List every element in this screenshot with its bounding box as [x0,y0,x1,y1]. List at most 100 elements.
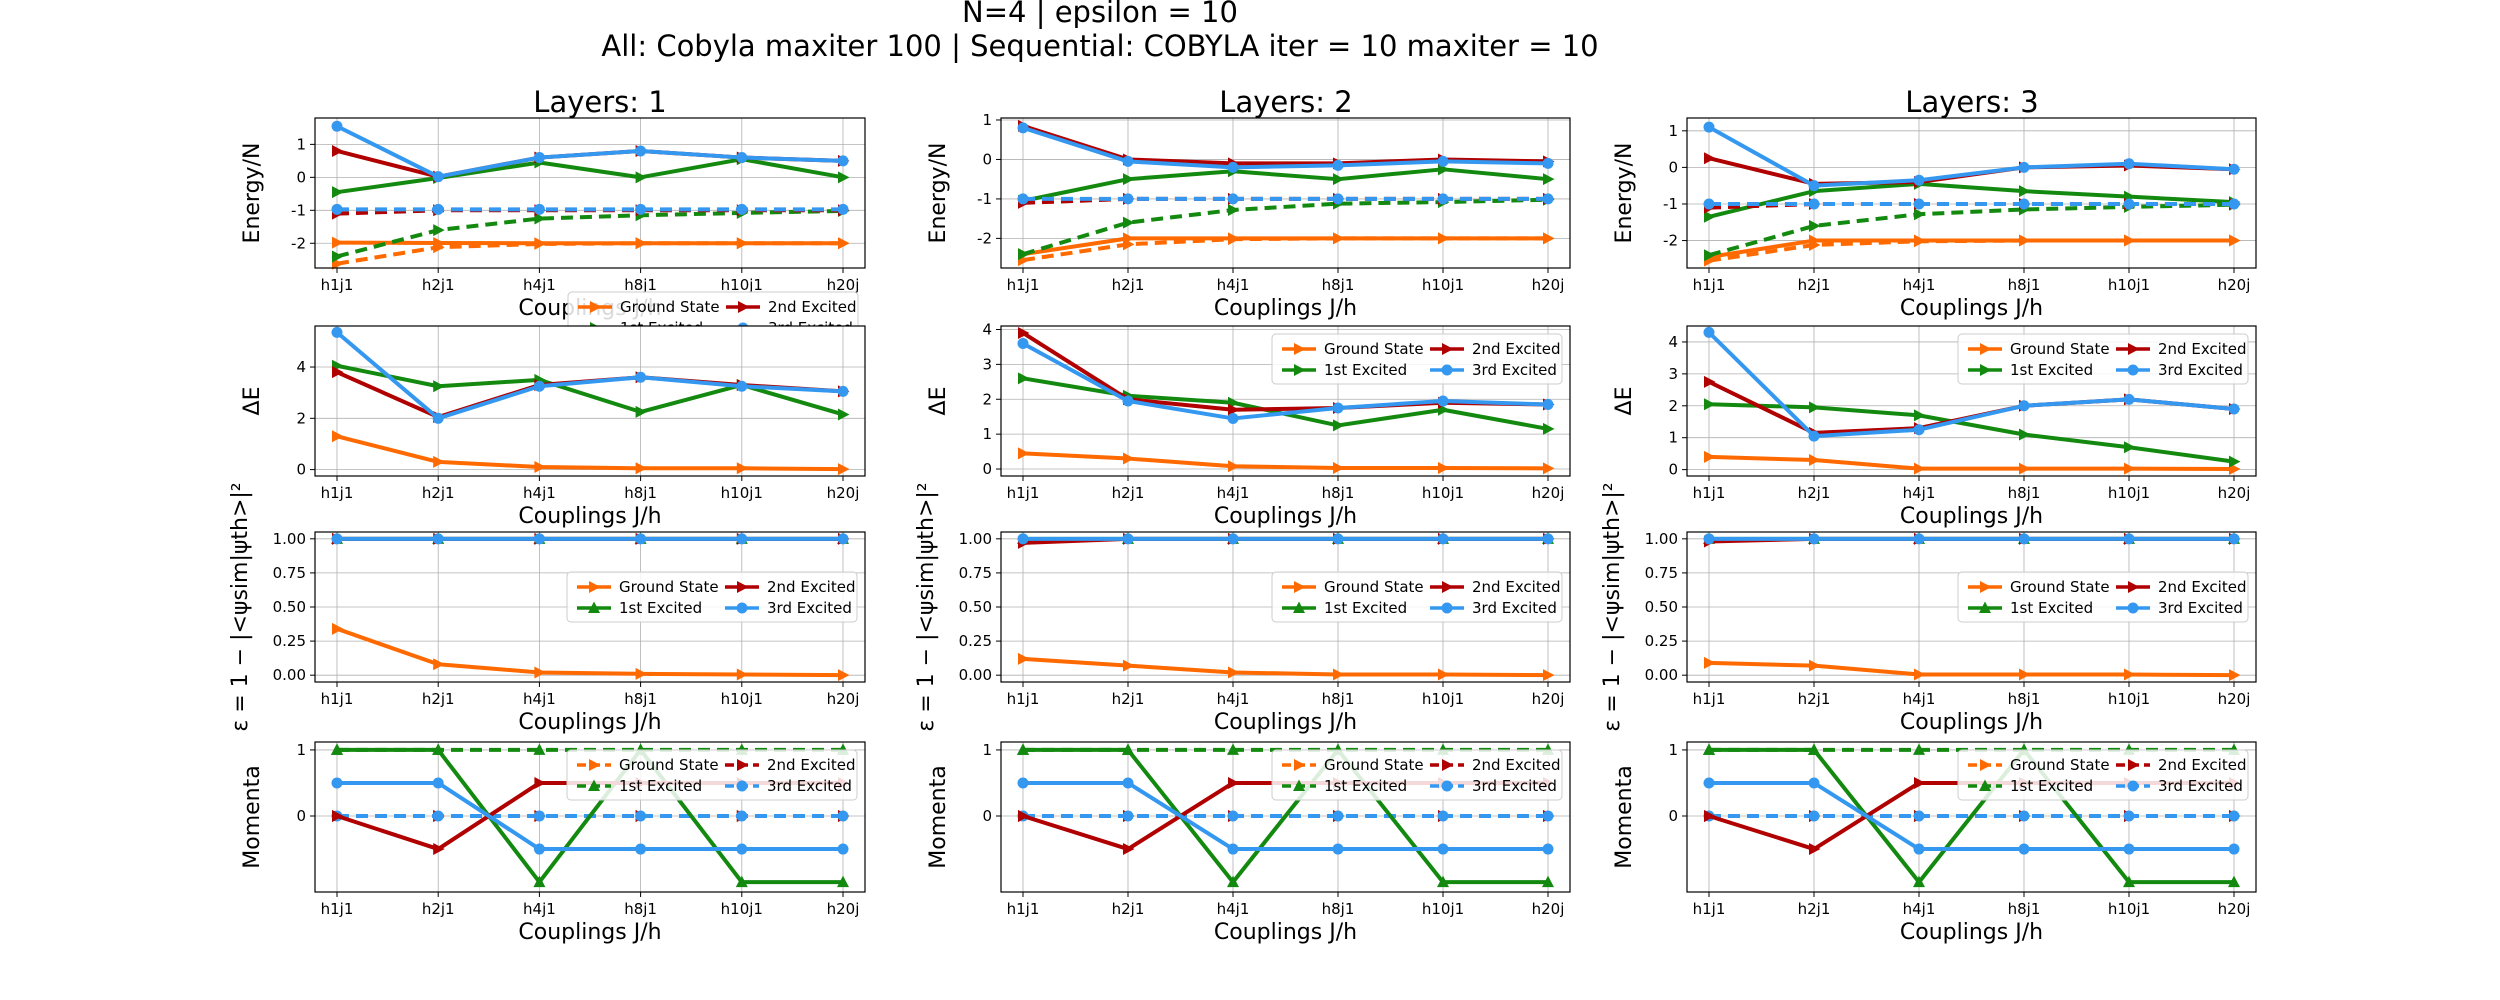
legend-marker [2127,602,2139,614]
series-line [1022,236,1548,263]
data-point [1437,875,1449,888]
legend-marker [737,581,749,593]
data-point [433,455,445,468]
data-point [1123,238,1135,251]
data-point [1018,652,1030,665]
y-ticks: -2 -1 0 1 [291,135,315,252]
x-tick-label: h4j1 [1903,900,1936,918]
series-0 [332,430,850,476]
data-point [1542,398,1554,410]
series-line [337,747,843,885]
data-point [1542,193,1554,205]
x-tick-label: h8j1 [624,900,657,918]
data-point [2018,533,2030,545]
data-point [1704,152,1716,165]
series-3 [1017,810,1554,822]
x-tick-label: h20j [1532,900,1565,918]
data-point [1809,238,1821,251]
legend-label: Ground State [1324,756,1424,774]
data-point [2228,810,2240,822]
data-point [1017,193,1029,205]
legend-label: Ground State [1324,340,1424,358]
series-3 [1703,121,2240,192]
legend: Ground State 2nd Excited 1st Excited 3rd Ex… [1957,749,2249,801]
y-axis-label: Momenta [240,765,265,868]
y-ticks: 0.00 0.25 0.50 0.75 1.00 [273,530,315,684]
data-point [1227,533,1239,545]
data-point [838,669,850,682]
x-tick-label: h1j1 [1693,484,1726,502]
data-point [331,777,343,789]
series-3 [331,533,849,545]
legend-label: 2nd Excited [768,298,856,316]
y-tick-label: -2 [1663,232,1678,250]
axes-frame [314,117,866,269]
data-point [1704,375,1716,388]
data-point [2018,161,2030,173]
legend-entry: 2nd Excited [1430,756,1560,774]
data-point [1017,743,1029,755]
x-tick-label: h4j1 [1217,276,1250,294]
y-axis-label: ΔE [926,387,951,416]
data-point [2019,234,2031,247]
x-tick-label: h10j1 [1422,484,1464,502]
data-point [635,843,647,855]
legend-marker [2128,343,2140,355]
data-point [1332,810,1344,822]
legend-label: 1st Excited [2010,777,2093,795]
x-ticks: h1j1 h2j1 h4j1 h8j1 h10j1 h20j [1693,892,2250,918]
x-tick-label: h8j1 [1322,900,1355,918]
x-ticks: h1j1 h2j1 h4j1 h8j1 h10j1 h20j [321,892,859,918]
legend-marker [736,780,748,792]
data-point [1017,777,1029,789]
data-point [1703,777,1715,789]
data-point [2123,393,2135,405]
series-line [1707,330,2235,439]
x-axis-label: Couplings J/h [518,710,661,735]
x-tick-label: h8j1 [1322,690,1355,708]
y-tick-label: 2 [296,409,306,427]
data-point [432,171,444,183]
series-group [1017,532,1555,682]
series-3 [331,120,849,183]
series-3 [1703,533,2240,545]
x-axis-label: Couplings J/h [1214,920,1357,945]
legend-marker [1294,343,1306,355]
data-point [1809,219,1821,232]
data-point [1227,843,1239,855]
data-point [1123,452,1135,465]
series-line [336,626,844,678]
legend-marker [1441,602,1453,614]
data-point [635,810,647,822]
y-tick-label: 0.00 [273,666,306,684]
legend-frame [566,571,858,623]
x-tick-label: h20j [827,276,860,294]
y-tick-label: 0.00 [959,666,992,684]
x-tick-label: h8j1 [624,484,657,502]
legend-marker [1980,343,1992,355]
y-ticks: -2 -1 0 1 [1663,122,1687,250]
data-point [736,203,748,215]
data-point [837,810,849,822]
x-tick-label: h8j1 [1322,484,1355,502]
x-tick-label: h10j1 [1422,900,1464,918]
data-point [2019,428,2031,441]
legend-entry: 1st Excited [1282,361,1407,379]
x-tick-label: h10j1 [2108,900,2150,918]
legend-label: 2nd Excited [2158,756,2246,774]
y-tick-label: 0.00 [1645,666,1678,684]
legend-entry: 3rd Excited [1430,599,1557,617]
legend-entry: 3rd Excited [2116,777,2243,795]
data-point [1018,810,1030,823]
legend-marker [1294,759,1306,771]
legend: Ground State 2nd Excited 1st Excited 3rd Ex… [1271,333,1563,385]
x-tick-label: h20j [2218,484,2251,502]
legend-label: Ground State [2010,340,2110,358]
legend-marker [1293,779,1305,791]
series-group [1703,121,2241,267]
data-point [635,237,648,250]
data-point [1543,232,1555,245]
data-point [1703,743,1715,755]
subplot: h1j1h2j1h4j1h8j1h10j1h20j-2-101Couplings… [240,117,866,343]
data-point [433,380,445,393]
